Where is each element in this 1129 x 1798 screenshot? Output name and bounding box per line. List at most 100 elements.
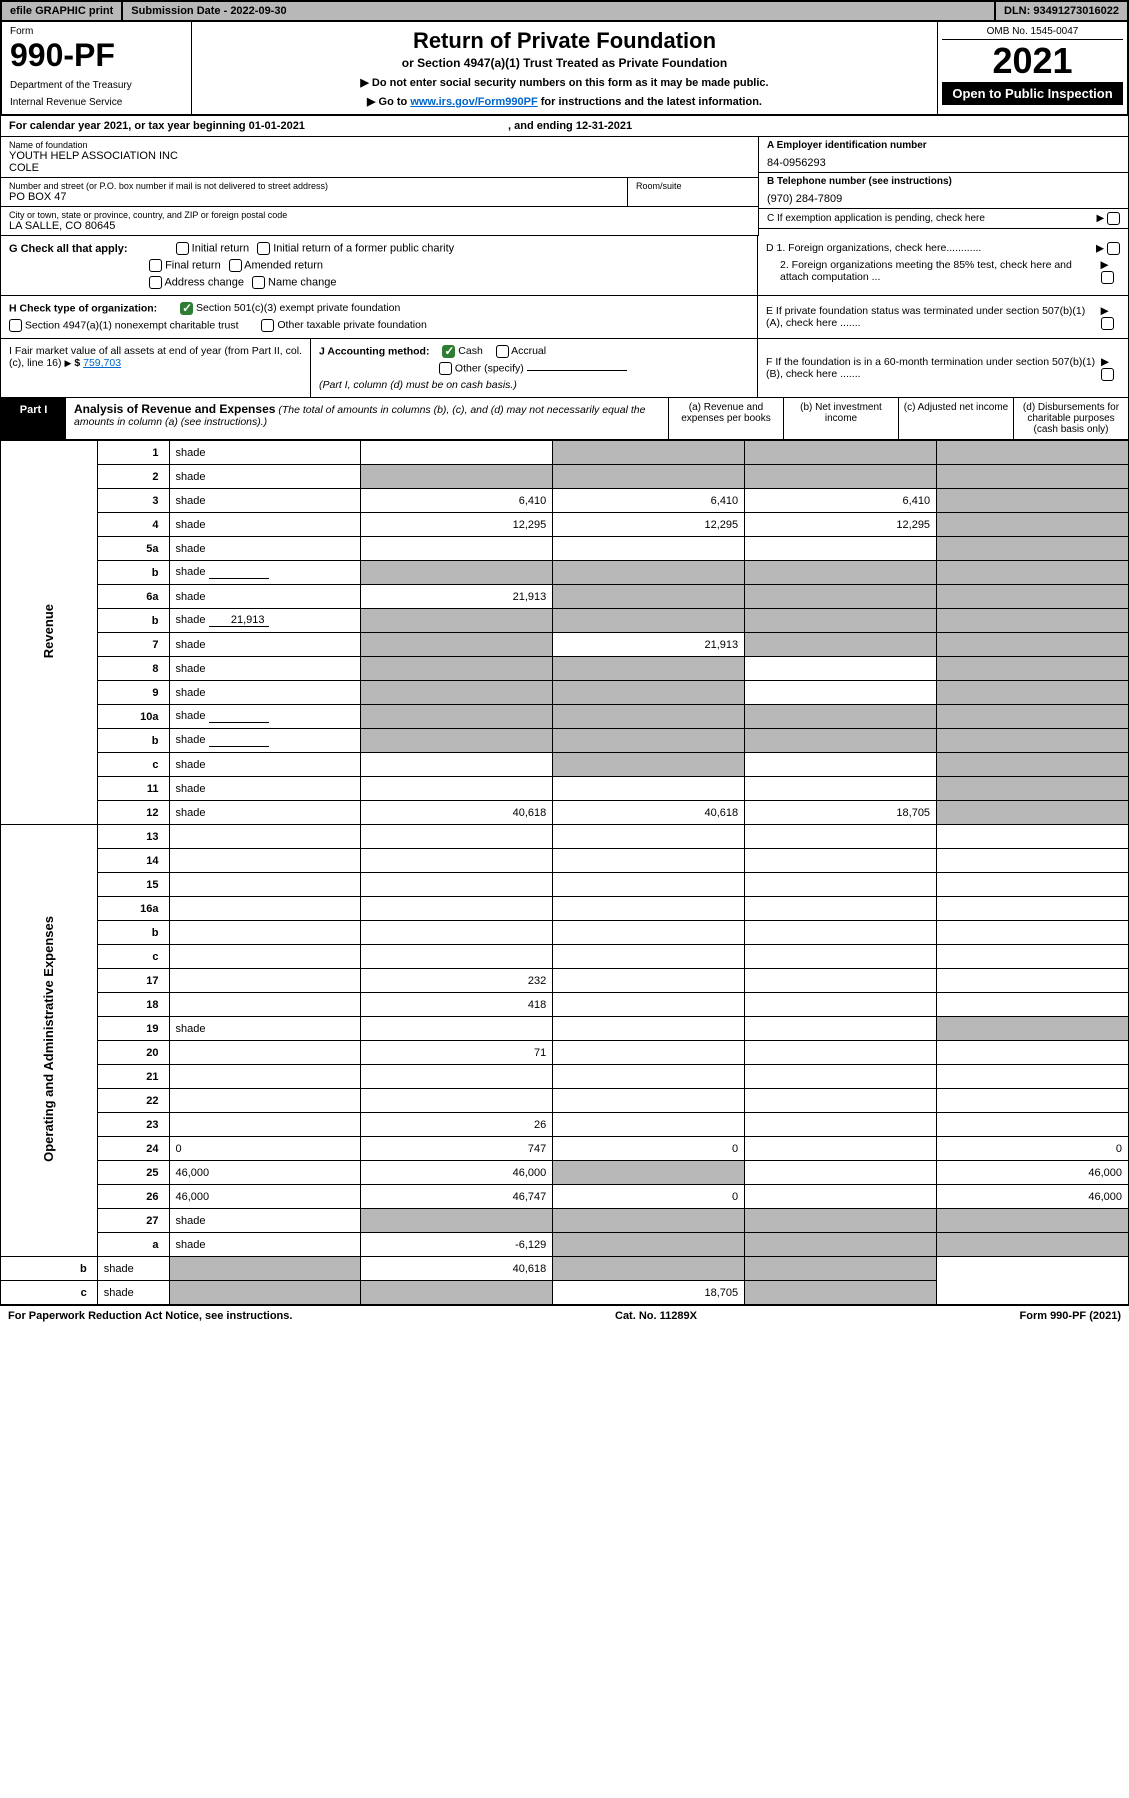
section-i-j-f: I Fair market value of all assets at end…	[0, 339, 1129, 398]
row-desc	[169, 993, 361, 1017]
submission-date: Submission Date - 2022-09-30	[123, 2, 996, 20]
row-number: 5a	[97, 537, 169, 561]
cell-shaded	[361, 657, 553, 681]
cell-value	[553, 993, 745, 1017]
row-desc	[169, 1065, 361, 1089]
initial-former-checkbox[interactable]	[257, 242, 270, 255]
row-desc: shade	[169, 633, 361, 657]
ein-cell: A Employer identification number 84-0956…	[759, 137, 1128, 173]
cell-shaded	[937, 705, 1129, 729]
table-row: 11shade	[1, 777, 1129, 801]
d1-label: D 1. Foreign organizations, check here..…	[766, 242, 981, 255]
4947-checkbox[interactable]	[9, 319, 22, 332]
cell-shaded	[937, 777, 1129, 801]
f-checkbox[interactable]	[1101, 368, 1114, 381]
cell-shaded	[937, 801, 1129, 825]
efile-label[interactable]: efile GRAPHIC print	[2, 2, 123, 20]
cell-value	[745, 1113, 937, 1137]
cell-shaded	[937, 729, 1129, 753]
cell-value	[937, 1113, 1129, 1137]
d1-checkbox[interactable]	[1107, 242, 1120, 255]
tax-year: 2021	[942, 40, 1123, 82]
cell-shaded	[937, 1209, 1129, 1233]
cell-value: 6,410	[745, 489, 937, 513]
cell-shaded	[361, 561, 553, 585]
f-label: F If the foundation is in a 60-month ter…	[766, 356, 1101, 380]
amended-return-checkbox[interactable]	[229, 259, 242, 272]
cell-shaded	[361, 1209, 553, 1233]
cell-shaded	[745, 729, 937, 753]
cell-shaded	[937, 537, 1129, 561]
row-desc: 46,000	[169, 1161, 361, 1185]
revenue-side-label: Revenue	[1, 441, 98, 825]
cell-value	[937, 873, 1129, 897]
initial-return-checkbox[interactable]	[176, 242, 189, 255]
cell-value	[745, 681, 937, 705]
row-desc: shade	[169, 705, 361, 729]
cell-value	[745, 1089, 937, 1113]
cell-value	[361, 849, 553, 873]
cell-value	[745, 777, 937, 801]
table-row: 16a	[1, 897, 1129, 921]
row-number: 20	[97, 1041, 169, 1065]
row-desc: shade	[169, 1233, 361, 1257]
name-change-checkbox[interactable]	[252, 276, 265, 289]
other-taxable-checkbox[interactable]	[261, 319, 274, 332]
table-row: 2071	[1, 1041, 1129, 1065]
cell-shaded	[937, 681, 1129, 705]
cell-shaded	[937, 561, 1129, 585]
cell-shaded	[553, 465, 745, 489]
table-row: 15	[1, 873, 1129, 897]
part1-header: Part I Analysis of Revenue and Expenses …	[0, 398, 1129, 440]
irs-link[interactable]: www.irs.gov/Form990PF	[410, 96, 537, 108]
cell-shaded	[745, 561, 937, 585]
cell-shaded	[937, 1017, 1129, 1041]
cell-value: 21,913	[553, 633, 745, 657]
row-number: 4	[97, 513, 169, 537]
cash-checkbox[interactable]	[442, 345, 455, 358]
cell-value	[745, 825, 937, 849]
cell-value: 46,000	[937, 1161, 1129, 1185]
cell-value	[937, 1041, 1129, 1065]
cell-value	[745, 1065, 937, 1089]
cell-shaded	[745, 633, 937, 657]
top-bar: efile GRAPHIC print Submission Date - 20…	[0, 0, 1129, 22]
cell-value	[937, 1065, 1129, 1089]
other-method-checkbox[interactable]	[439, 362, 452, 375]
cell-value: 0	[553, 1137, 745, 1161]
cell-value	[745, 873, 937, 897]
cell-value	[361, 1017, 553, 1041]
exemption-checkbox[interactable]	[1107, 212, 1120, 225]
cell-value	[745, 993, 937, 1017]
e-checkbox[interactable]	[1101, 317, 1114, 330]
open-public-badge: Open to Public Inspection	[942, 82, 1123, 105]
dept-irs: Internal Revenue Service	[10, 97, 183, 108]
footer-left: For Paperwork Reduction Act Notice, see …	[8, 1310, 292, 1322]
cell-value	[553, 945, 745, 969]
row-number: c	[97, 945, 169, 969]
cell-value	[937, 1089, 1129, 1113]
cell-value	[553, 1041, 745, 1065]
row-desc	[169, 969, 361, 993]
table-row: cshade	[1, 753, 1129, 777]
accrual-checkbox[interactable]	[496, 345, 509, 358]
d2-checkbox[interactable]	[1101, 271, 1114, 284]
cell-shaded	[553, 657, 745, 681]
row-number: 2	[97, 465, 169, 489]
address-change-checkbox[interactable]	[149, 276, 162, 289]
final-return-checkbox[interactable]	[149, 259, 162, 272]
cell-shaded	[937, 585, 1129, 609]
cell-value: 12,295	[553, 513, 745, 537]
cell-shaded	[745, 441, 937, 465]
cell-value	[745, 1161, 937, 1185]
501c3-checkbox[interactable]	[180, 302, 193, 315]
cell-value	[937, 969, 1129, 993]
cell-value	[745, 945, 937, 969]
table-row: Operating and Administrative Expenses13	[1, 825, 1129, 849]
footer-mid: Cat. No. 11289X	[615, 1310, 697, 1322]
row-number: b	[97, 609, 169, 633]
row-desc: shade	[169, 513, 361, 537]
col-a-header: (a) Revenue and expenses per books	[668, 398, 783, 439]
phone-cell: B Telephone number (see instructions) (9…	[759, 173, 1128, 209]
cell-value: 40,618	[553, 801, 745, 825]
